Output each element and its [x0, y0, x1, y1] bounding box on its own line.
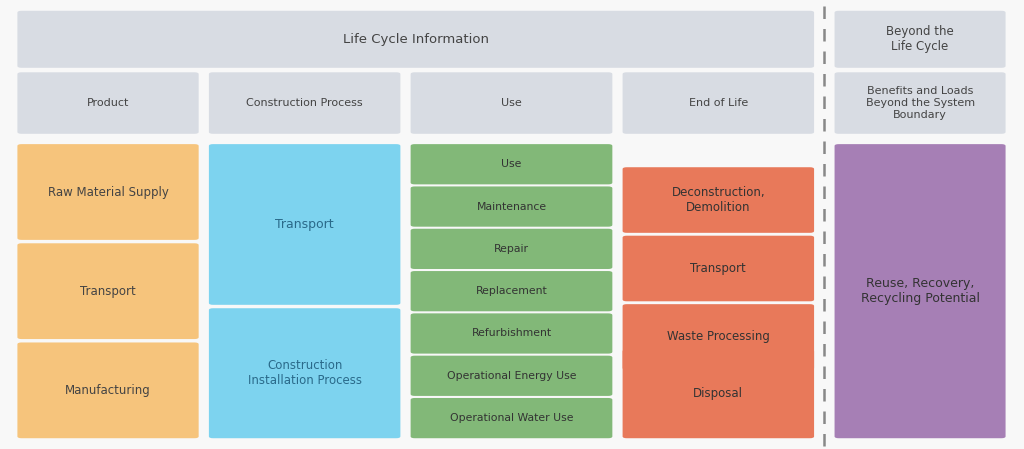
Text: Beyond the
Life Cycle: Beyond the Life Cycle — [886, 25, 954, 53]
Text: Repair: Repair — [494, 244, 529, 254]
Text: Waste Processing: Waste Processing — [667, 330, 770, 343]
FancyBboxPatch shape — [17, 343, 199, 438]
Text: Product: Product — [87, 98, 129, 108]
Text: Refurbishment: Refurbishment — [471, 329, 552, 339]
Text: Maintenance: Maintenance — [476, 202, 547, 211]
FancyBboxPatch shape — [17, 144, 199, 240]
FancyBboxPatch shape — [623, 349, 814, 438]
Text: Reuse, Recovery,
Recycling Potential: Reuse, Recovery, Recycling Potential — [860, 277, 980, 305]
Text: Construction Process: Construction Process — [247, 98, 362, 108]
FancyBboxPatch shape — [411, 398, 612, 438]
Text: Replacement: Replacement — [475, 286, 548, 296]
Text: Operational Water Use: Operational Water Use — [450, 413, 573, 423]
Text: Manufacturing: Manufacturing — [66, 384, 151, 397]
FancyBboxPatch shape — [411, 356, 612, 396]
FancyBboxPatch shape — [209, 72, 400, 134]
FancyBboxPatch shape — [209, 144, 400, 305]
FancyBboxPatch shape — [623, 72, 814, 134]
Text: Construction
Installation Process: Construction Installation Process — [248, 359, 361, 387]
Text: Use: Use — [502, 159, 521, 169]
FancyBboxPatch shape — [623, 167, 814, 233]
FancyBboxPatch shape — [411, 72, 612, 134]
Text: Life Cycle Information: Life Cycle Information — [343, 33, 488, 46]
Text: End of Life: End of Life — [689, 98, 748, 108]
FancyBboxPatch shape — [623, 304, 814, 370]
FancyBboxPatch shape — [411, 313, 612, 354]
FancyBboxPatch shape — [411, 271, 612, 311]
FancyBboxPatch shape — [17, 243, 199, 339]
Text: Use: Use — [501, 98, 522, 108]
FancyBboxPatch shape — [17, 11, 814, 68]
Text: Operational Energy Use: Operational Energy Use — [446, 371, 577, 381]
FancyBboxPatch shape — [209, 308, 400, 438]
Text: Deconstruction,
Demolition: Deconstruction, Demolition — [672, 186, 765, 214]
Text: Transport: Transport — [690, 262, 746, 275]
Text: Transport: Transport — [275, 218, 334, 231]
Text: Transport: Transport — [80, 285, 136, 298]
FancyBboxPatch shape — [17, 72, 199, 134]
Text: Raw Material Supply: Raw Material Supply — [47, 185, 169, 198]
FancyBboxPatch shape — [623, 236, 814, 301]
FancyBboxPatch shape — [835, 144, 1006, 438]
Text: Disposal: Disposal — [693, 387, 743, 401]
FancyBboxPatch shape — [835, 11, 1006, 68]
FancyBboxPatch shape — [835, 72, 1006, 134]
FancyBboxPatch shape — [411, 144, 612, 185]
Text: Benefits and Loads
Beyond the System
Boundary: Benefits and Loads Beyond the System Bou… — [865, 87, 975, 119]
FancyBboxPatch shape — [411, 186, 612, 227]
FancyBboxPatch shape — [411, 229, 612, 269]
